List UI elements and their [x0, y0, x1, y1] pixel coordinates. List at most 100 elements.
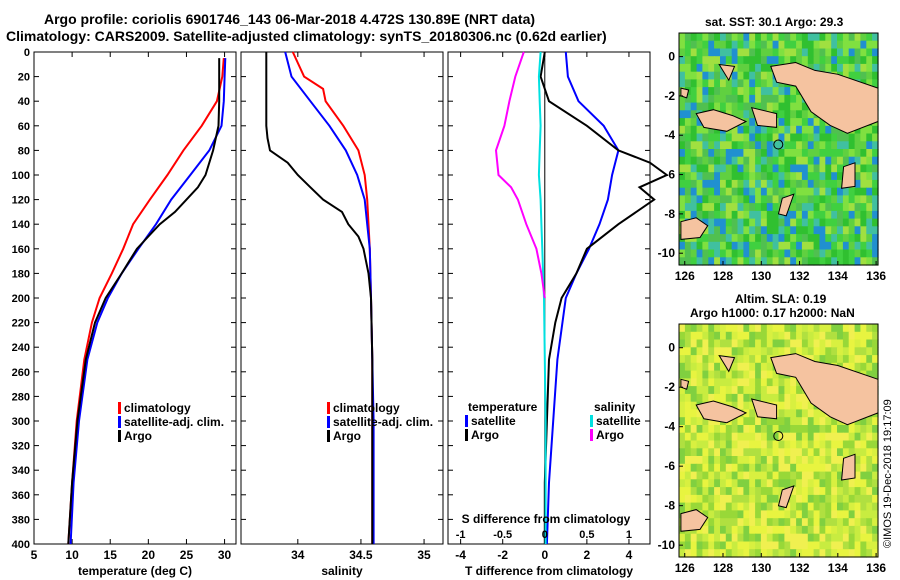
sst-cell: [790, 195, 797, 204]
sst-cell: [720, 79, 727, 88]
sst-cell: [708, 71, 715, 80]
sla-cell: [860, 432, 867, 442]
sst-cell: [690, 125, 698, 135]
sst-cell: [842, 234, 850, 243]
sla-cell: [696, 533, 704, 543]
sla-cell: [743, 456, 750, 465]
sst-cell: [813, 118, 821, 127]
sst-cell: [872, 164, 879, 173]
sla-cell: [854, 362, 862, 372]
temperature-xlabel: temperature (deg C): [78, 564, 192, 578]
sla-cell: [801, 393, 809, 403]
sst-cell: [755, 149, 762, 158]
sla-cell: [760, 494, 768, 504]
sst-cell: [872, 56, 879, 65]
sla-cell: [784, 549, 791, 558]
sst-cell: [831, 156, 838, 165]
sla-cell: [778, 324, 785, 333]
sla-cell: [679, 401, 686, 411]
sla-cell: [702, 393, 709, 403]
sla-cell: [854, 456, 862, 465]
sla-cell: [684, 347, 692, 356]
sla-cell: [679, 541, 686, 550]
sst-cell: [872, 241, 879, 251]
sst-cell: [743, 33, 750, 42]
sst-cell: [819, 203, 826, 212]
sst-cell: [749, 164, 756, 173]
sst-cell: [731, 63, 739, 73]
sst-cell: [790, 133, 797, 142]
sla-cell: [690, 386, 698, 395]
sst-cell: [772, 210, 780, 220]
sst-cell: [755, 133, 762, 142]
sla-cell: [854, 510, 862, 519]
sst-cell: [731, 218, 739, 227]
sla-cell: [796, 541, 803, 550]
sst-cell: [772, 125, 780, 135]
sst-cell: [708, 218, 715, 227]
sla-cell: [708, 479, 715, 488]
sst-cell: [731, 195, 739, 204]
sla-cell: [796, 440, 803, 449]
sla-cell: [690, 362, 698, 372]
sla-cell: [720, 339, 727, 348]
sst-ytick-label: -6: [664, 168, 675, 182]
sst-cell: [690, 118, 698, 127]
sla-cell: [714, 479, 721, 488]
sla-cell: [766, 456, 774, 465]
sst-cell: [801, 110, 809, 119]
sst-cell: [813, 40, 821, 49]
sla-cell: [807, 541, 815, 550]
sst-cell: [760, 210, 768, 220]
sst-cell: [796, 94, 803, 104]
sst-cell: [854, 218, 862, 227]
sla-cell: [819, 502, 826, 511]
sst-cell: [684, 179, 692, 189]
temperature-legend-1-swatch: [118, 416, 121, 428]
sst-cell: [731, 249, 739, 258]
sla-cell: [743, 362, 750, 372]
sla-cell: [684, 479, 692, 488]
sla-cell: [690, 456, 698, 465]
sst-cell: [679, 133, 686, 142]
sla-cell: [766, 331, 774, 341]
sst-cell: [725, 48, 733, 57]
depth-tick-label: 300: [12, 416, 30, 428]
sst-cell: [854, 149, 862, 158]
sla-cell: [714, 347, 721, 356]
sla-cell: [854, 487, 862, 496]
sla-cell: [860, 487, 867, 496]
sst-cell: [684, 149, 692, 158]
sst-cell: [813, 141, 821, 150]
sla-cell: [766, 339, 774, 348]
sst-cell: [825, 56, 832, 65]
sst-cell: [708, 172, 715, 181]
sla-cell: [725, 347, 733, 356]
sla-cell: [696, 448, 704, 457]
sla-cell: [813, 331, 821, 341]
sst-cell: [796, 156, 803, 165]
sla-cell: [714, 432, 721, 442]
sst-cell: [772, 226, 780, 235]
sst-cell: [743, 71, 750, 80]
sla-cell: [714, 386, 721, 395]
sla-cell: [690, 324, 698, 333]
sla-cell: [749, 479, 756, 488]
sla-cell: [831, 448, 838, 457]
sla-cell: [755, 518, 762, 527]
sla-cell: [872, 417, 879, 426]
sst-cell: [684, 102, 692, 111]
sst-cell: [725, 195, 733, 204]
sla-cell: [784, 386, 791, 395]
sla-cell: [848, 324, 856, 333]
temperature-legend-2-swatch: [118, 430, 121, 442]
sla-cell: [690, 541, 698, 550]
sst-cell: [684, 79, 692, 88]
salinity-xtick-label: 35: [417, 548, 431, 562]
sst-cell: [696, 179, 704, 189]
sla-cell: [737, 440, 744, 449]
sst-cell: [714, 71, 721, 80]
sla-cell: [702, 362, 709, 372]
depth-tick-label: 200: [12, 293, 30, 305]
sst-cell: [807, 125, 815, 135]
